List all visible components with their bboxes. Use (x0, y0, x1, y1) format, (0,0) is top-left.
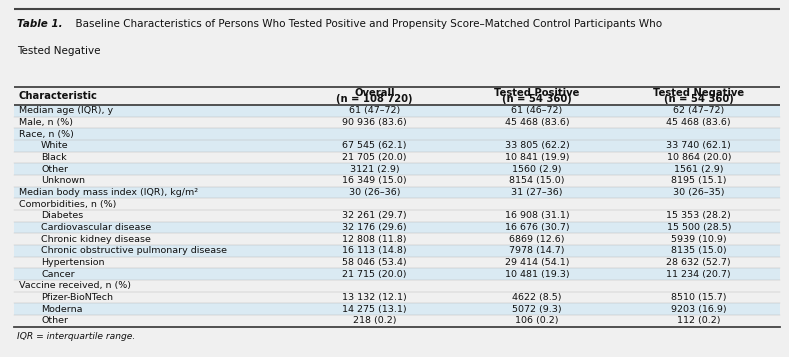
Text: 3121 (2.9): 3121 (2.9) (350, 165, 399, 174)
Text: (n = 108 720): (n = 108 720) (336, 95, 413, 105)
Text: Diabetes: Diabetes (41, 211, 84, 220)
Text: 90 936 (83.6): 90 936 (83.6) (342, 118, 407, 127)
Text: Other: Other (41, 165, 68, 174)
Bar (14, 128, 780, 140)
Text: 106 (0.2): 106 (0.2) (515, 316, 559, 325)
Text: 33 740 (62.1): 33 740 (62.1) (667, 141, 731, 150)
Text: 62 (47–72): 62 (47–72) (673, 106, 724, 115)
Text: Characteristic: Characteristic (19, 91, 98, 101)
Text: 112 (0.2): 112 (0.2) (677, 316, 720, 325)
Text: 15 500 (28.5): 15 500 (28.5) (667, 223, 731, 232)
Text: Vaccine received, n (%): Vaccine received, n (%) (19, 281, 131, 290)
Text: 10 481 (19.3): 10 481 (19.3) (505, 270, 569, 279)
Text: 31 (27–36): 31 (27–36) (511, 188, 563, 197)
Text: Comorbidities, n (%): Comorbidities, n (%) (19, 200, 116, 208)
Text: Median age (IQR), y: Median age (IQR), y (19, 106, 113, 115)
Bar (14, 187, 780, 198)
Text: 8195 (15.1): 8195 (15.1) (671, 176, 727, 185)
Text: Tested Positive: Tested Positive (494, 88, 580, 98)
Text: 32 261 (29.7): 32 261 (29.7) (342, 211, 407, 220)
Text: 8154 (15.0): 8154 (15.0) (509, 176, 565, 185)
Text: 33 805 (62.2): 33 805 (62.2) (504, 141, 570, 150)
Text: Race, n (%): Race, n (%) (19, 130, 74, 139)
Text: 58 046 (53.4): 58 046 (53.4) (342, 258, 407, 267)
Text: Chronic kidney disease: Chronic kidney disease (41, 235, 151, 243)
Text: Tested Negative: Tested Negative (653, 88, 744, 98)
Bar (14, 268, 780, 280)
Text: White: White (41, 141, 69, 150)
Text: 13 132 (12.1): 13 132 (12.1) (342, 293, 407, 302)
Text: 30 (26–36): 30 (26–36) (349, 188, 401, 197)
Text: 32 176 (29.6): 32 176 (29.6) (342, 223, 407, 232)
Text: Tested Negative: Tested Negative (17, 46, 101, 56)
Text: 21 715 (20.0): 21 715 (20.0) (342, 270, 407, 279)
Text: 7978 (14.7): 7978 (14.7) (509, 246, 565, 255)
Text: 21 705 (20.0): 21 705 (20.0) (342, 153, 407, 162)
Bar (14, 303, 780, 315)
Text: Male, n (%): Male, n (%) (19, 118, 73, 127)
Text: Pfizer-BioNTech: Pfizer-BioNTech (41, 293, 113, 302)
Text: 9203 (16.9): 9203 (16.9) (671, 305, 727, 314)
Text: 1560 (2.9): 1560 (2.9) (512, 165, 562, 174)
Text: 15 353 (28.2): 15 353 (28.2) (667, 211, 731, 220)
Text: 16 349 (15.0): 16 349 (15.0) (342, 176, 407, 185)
Text: 30 (26–35): 30 (26–35) (673, 188, 724, 197)
Text: Cancer: Cancer (41, 270, 75, 279)
Text: Table 1.: Table 1. (17, 19, 63, 29)
Bar (14, 105, 780, 117)
Bar (14, 163, 780, 175)
Text: 4622 (8.5): 4622 (8.5) (512, 293, 562, 302)
Bar (14, 140, 780, 152)
Text: 29 414 (54.1): 29 414 (54.1) (505, 258, 569, 267)
Text: 16 908 (31.1): 16 908 (31.1) (505, 211, 569, 220)
Text: 11 234 (20.7): 11 234 (20.7) (667, 270, 731, 279)
Bar (14, 245, 780, 257)
Text: (n = 54 360): (n = 54 360) (502, 95, 572, 105)
Bar (14, 222, 780, 233)
Text: 6869 (12.6): 6869 (12.6) (509, 235, 565, 243)
Text: Unknown: Unknown (41, 176, 85, 185)
Text: Black: Black (41, 153, 66, 162)
Text: 28 632 (52.7): 28 632 (52.7) (667, 258, 731, 267)
Text: Baseline Characteristics of Persons Who Tested Positive and Propensity Score–Mat: Baseline Characteristics of Persons Who … (69, 19, 662, 29)
Text: 10 841 (19.9): 10 841 (19.9) (505, 153, 569, 162)
Text: Moderna: Moderna (41, 305, 83, 314)
Text: Hypertension: Hypertension (41, 258, 104, 267)
Text: 61 (47–72): 61 (47–72) (349, 106, 400, 115)
Text: Other: Other (41, 316, 68, 325)
Text: 45 468 (83.6): 45 468 (83.6) (505, 118, 569, 127)
Text: 67 545 (62.1): 67 545 (62.1) (342, 141, 407, 150)
Text: 12 808 (11.8): 12 808 (11.8) (342, 235, 407, 243)
Text: 8510 (15.7): 8510 (15.7) (671, 293, 727, 302)
Text: 16 113 (14.8): 16 113 (14.8) (342, 246, 407, 255)
Text: 10 864 (20.0): 10 864 (20.0) (667, 153, 731, 162)
Text: Overall: Overall (354, 88, 395, 98)
Text: Cardiovascular disease: Cardiovascular disease (41, 223, 151, 232)
Text: (n = 54 360): (n = 54 360) (664, 95, 734, 105)
Text: 8135 (15.0): 8135 (15.0) (671, 246, 727, 255)
Text: IQR = interquartile range.: IQR = interquartile range. (17, 332, 136, 341)
Text: 218 (0.2): 218 (0.2) (353, 316, 396, 325)
Text: 45 468 (83.6): 45 468 (83.6) (667, 118, 731, 127)
Text: Chronic obstructive pulmonary disease: Chronic obstructive pulmonary disease (41, 246, 227, 255)
Text: Median body mass index (IQR), kg/m²: Median body mass index (IQR), kg/m² (19, 188, 198, 197)
Text: 61 (46–72): 61 (46–72) (511, 106, 563, 115)
Text: 5072 (9.3): 5072 (9.3) (512, 305, 562, 314)
Text: 16 676 (30.7): 16 676 (30.7) (505, 223, 569, 232)
Text: 1561 (2.9): 1561 (2.9) (674, 165, 724, 174)
Text: 5939 (10.9): 5939 (10.9) (671, 235, 727, 243)
Text: 14 275 (13.1): 14 275 (13.1) (342, 305, 407, 314)
